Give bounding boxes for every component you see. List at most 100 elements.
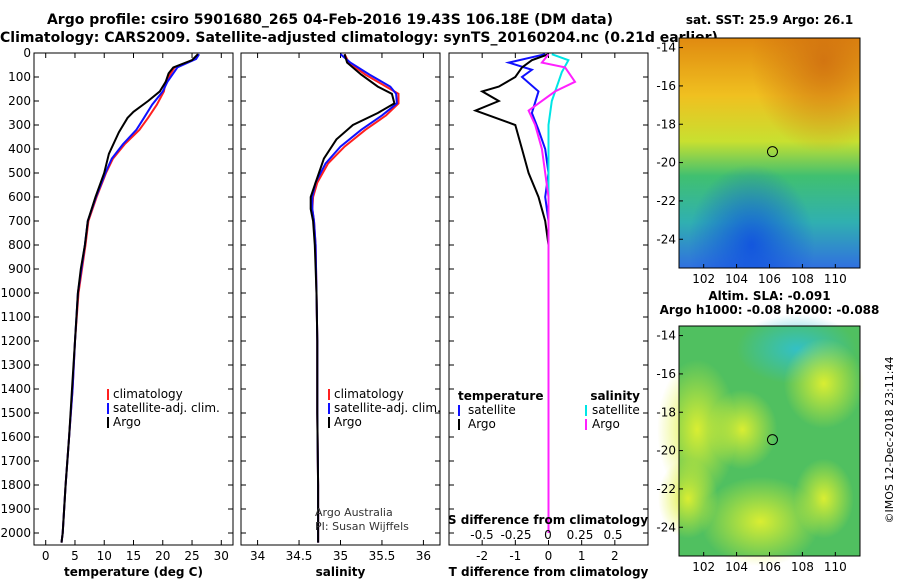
series-line-s-argo [527, 53, 577, 533]
sst-map-cool-patch [679, 38, 860, 268]
sla-map-anomaly [707, 389, 778, 470]
s-tick-label: -0.5 [470, 528, 493, 542]
legend-swatch [328, 417, 330, 428]
map-y-tick-label: -22 [656, 482, 676, 496]
series-line-climatology [311, 53, 400, 543]
map-x-tick-label: 106 [758, 560, 781, 574]
legend-swatch [107, 403, 109, 414]
depth-tick-label: 900 [8, 262, 31, 276]
x-axis-label: T difference from climatology [449, 565, 649, 579]
map-y-tick-label: -18 [656, 405, 676, 419]
depth-tick-label: 700 [8, 214, 31, 228]
legend-swatch [107, 417, 109, 428]
depth-tick-label: 1700 [0, 454, 31, 468]
s-tick-label: 0.25 [567, 528, 594, 542]
sla-map-title-line2: Argo h1000: -0.08 h2000: -0.088 [660, 303, 880, 317]
x-tick-label: 36 [416, 549, 431, 563]
x-tick-label: 5 [71, 549, 79, 563]
legend-swatch [458, 405, 460, 416]
map-y-tick-label: -24 [656, 232, 676, 246]
sla-map-title-line1: Altim. SLA: -0.091 [708, 289, 830, 303]
x-tick-label: 34 [250, 549, 265, 563]
s-tick-label: -0.25 [500, 528, 531, 542]
depth-tick-label: 100 [8, 70, 31, 84]
credit-org: Argo Australia [315, 506, 393, 519]
map-x-tick-label: 102 [692, 272, 715, 286]
legend-entry: satellite-adj. clim. [334, 401, 441, 415]
x-tick-label: 35.5 [369, 549, 396, 563]
legend-entry: Argo [592, 417, 620, 431]
map-x-tick-label: 104 [725, 272, 748, 286]
x-tick-label: 2 [611, 549, 619, 563]
depth-tick-label: 1800 [0, 478, 31, 492]
credit-pi: PI: Susan Wijffels [315, 520, 409, 533]
x-tick-label: -1 [509, 549, 521, 563]
map-y-tick-label: -22 [656, 194, 676, 208]
series-line-s-satellite [547, 53, 570, 533]
depth-tick-label: 1500 [0, 406, 31, 420]
map-y-tick-label: -14 [656, 41, 676, 55]
depth-tick-label: 1600 [0, 430, 31, 444]
map-y-tick-label: -20 [656, 156, 676, 170]
depth-tick-label: 500 [8, 166, 31, 180]
map-x-tick-label: 102 [692, 560, 715, 574]
x-tick-label: 25 [184, 549, 199, 563]
map-x-tick-label: 108 [791, 560, 814, 574]
s-tick-label: 0 [544, 528, 552, 542]
depth-tick-label: 1300 [0, 358, 31, 372]
x-tick-label: 35 [333, 549, 348, 563]
x-tick-label: 30 [214, 549, 229, 563]
legend-swatch [585, 405, 587, 416]
sla-map-anomaly [700, 476, 821, 567]
series-line-satellite-adj-clim- [311, 53, 398, 543]
map-x-tick-label: 106 [758, 272, 781, 286]
legend-swatch [458, 419, 460, 430]
series-line-climatology [60, 53, 199, 543]
argo-location-marker [766, 146, 778, 158]
s-tick-label: 0.5 [603, 528, 622, 542]
depth-tick-label: 300 [8, 118, 31, 132]
legend-swatch [107, 389, 109, 400]
series-line-satellite-adj-clim- [60, 53, 200, 543]
legend-swatch [328, 389, 330, 400]
map-x-tick-label: 110 [824, 560, 847, 574]
legend-salinity-title: salinity [590, 389, 640, 403]
map-x-tick-label: 108 [791, 272, 814, 286]
legend-entry: Argo [113, 415, 141, 429]
depth-tick-label: 1100 [0, 310, 31, 324]
x-tick-label: 34.5 [286, 549, 313, 563]
x-tick-label: 0 [42, 549, 50, 563]
x-axis-label: temperature (deg C) [64, 565, 203, 579]
x-axis-label: salinity [316, 565, 366, 579]
depth-tick-label: 0 [23, 46, 31, 60]
map-y-tick-label: -14 [656, 329, 676, 343]
legend-entry: Argo [468, 417, 496, 431]
chart-title-line1: Argo profile: csiro 5901680_265 04-Feb-2… [46, 12, 614, 28]
legend-entry: climatology [113, 387, 183, 401]
map-x-tick-label: 104 [725, 560, 748, 574]
s-difference-label: S difference from climatology [448, 513, 648, 527]
legend-swatch [328, 403, 330, 414]
legend-entry: satellite [468, 403, 516, 417]
series-line-argo [309, 53, 396, 543]
chart-title-line2: Climatology: CARS2009. Satellite-adjuste… [0, 30, 718, 46]
sst-map-title: sat. SST: 25.9 Argo: 26.1 [686, 13, 853, 27]
depth-tick-label: 200 [8, 94, 31, 108]
x-tick-label: -2 [476, 549, 488, 563]
x-tick-label: 10 [97, 549, 112, 563]
sla-map-anomaly [793, 458, 854, 539]
x-tick-label: 20 [155, 549, 170, 563]
copyright-stamp: ©IMOS 12-Dec-2018 23:11:44 [883, 357, 896, 524]
series-line-argo [60, 53, 199, 543]
profile-panel-2-frame [240, 52, 441, 546]
x-tick-label: 0 [545, 549, 553, 563]
profile-panel-1-frame [33, 52, 234, 546]
x-tick-label: 15 [126, 549, 141, 563]
map-y-tick-label: -24 [656, 520, 676, 534]
depth-tick-label: 800 [8, 238, 31, 252]
legend-entry: Argo [334, 415, 362, 429]
legend-swatch [585, 419, 587, 430]
x-tick-label: 1 [578, 549, 586, 563]
map-y-tick-label: -16 [656, 79, 676, 93]
